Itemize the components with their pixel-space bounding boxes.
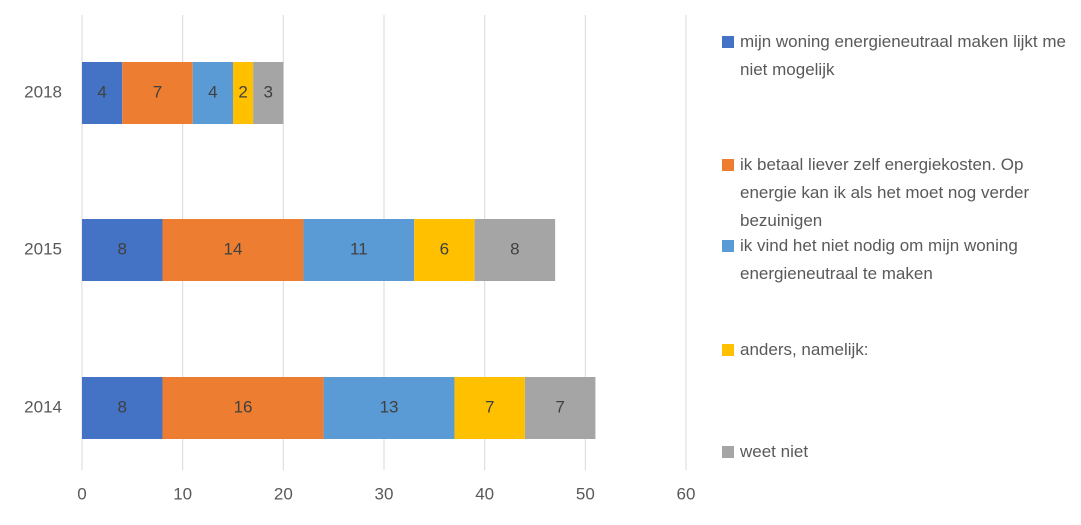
data-label: 7 [153,82,162,101]
legend-label: weet niet [740,442,809,461]
legend-item: ik vind het niet nodig om mijn woning en… [722,232,1067,288]
x-tick-label: 0 [77,484,86,503]
bar-segment [454,377,525,439]
bar-segment [253,62,284,124]
data-label: 13 [380,397,399,416]
bar-segment [233,62,254,124]
legend-label: ik betaal liever zelf energiekosten. Op … [740,155,1030,230]
bar-segment [162,377,324,439]
data-label: 7 [555,397,564,416]
legend-label: mijn woning energieneutraal maken lijkt … [740,32,1066,79]
legend-swatch [722,159,734,171]
data-label: 4 [97,82,106,101]
data-label: 11 [350,239,368,258]
data-label: 7 [485,397,494,416]
bar-segment [524,377,596,439]
x-tick-label: 20 [274,484,293,503]
x-tick-label: 60 [677,484,696,503]
y-tick-label: 2018 [24,82,62,101]
data-label: 6 [440,239,449,258]
bar-segment [162,219,304,281]
data-label: 8 [118,239,127,258]
y-tick-label: 2015 [24,239,62,258]
bar-segment [303,219,415,281]
bar-segment [122,62,193,124]
y-tick-label: 2014 [24,397,62,416]
legend-label: ik vind het niet nodig om mijn woning en… [740,236,1018,283]
legend-label: anders, namelijk: [740,340,869,359]
legend-swatch [722,344,734,356]
bar-segment [82,219,163,281]
bar-segment [192,62,233,124]
legend-swatch [722,446,734,458]
legend-swatch [722,36,734,48]
data-label: 8 [510,239,519,258]
data-label: 3 [263,82,272,101]
legend-swatch [722,240,734,252]
x-tick-label: 10 [173,484,192,503]
data-label: 2 [238,82,247,101]
legend-item: anders, namelijk: [722,336,1067,364]
data-label: 8 [118,397,127,416]
bar-segment [82,377,163,439]
data-label: 16 [234,397,253,416]
bar-segment [82,62,123,124]
x-tick-label: 50 [576,484,595,503]
data-label: 14 [224,239,243,258]
x-tick-label: 30 [375,484,394,503]
x-tick-label: 40 [475,484,494,503]
bar-segment [323,377,455,439]
bar-segment [414,219,475,281]
legend-item: ik betaal liever zelf energiekosten. Op … [722,151,1067,235]
bar-segment [474,219,556,281]
legend-item: weet niet [722,438,1067,466]
legend-item: mijn woning energieneutraal maken lijkt … [722,28,1067,84]
data-label: 4 [208,82,217,101]
